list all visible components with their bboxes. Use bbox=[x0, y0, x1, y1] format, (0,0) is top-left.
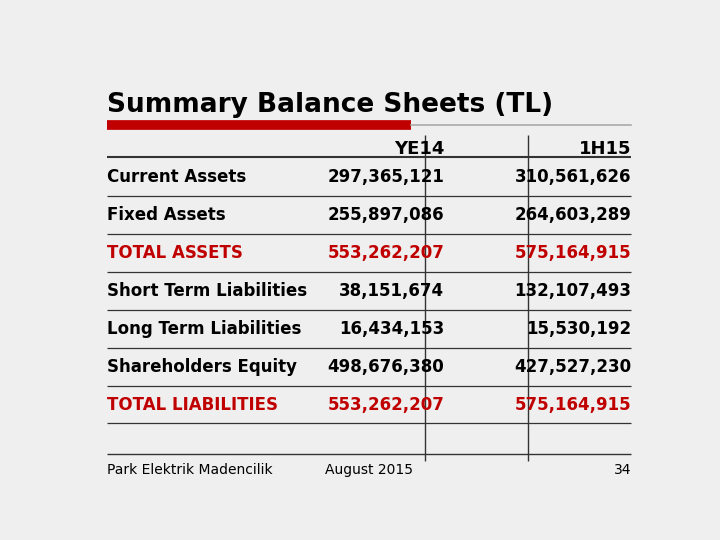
Text: 255,897,086: 255,897,086 bbox=[328, 206, 444, 224]
Text: 575,164,915: 575,164,915 bbox=[515, 395, 631, 414]
Text: Park Elektrik Madencilik: Park Elektrik Madencilik bbox=[107, 463, 272, 477]
Text: 1H15: 1H15 bbox=[579, 140, 631, 158]
Text: Long Term Liabilities: Long Term Liabilities bbox=[107, 320, 301, 338]
Text: 310,561,626: 310,561,626 bbox=[515, 168, 631, 186]
Text: Shareholders Equity: Shareholders Equity bbox=[107, 357, 297, 376]
Text: TOTAL LIABILITIES: TOTAL LIABILITIES bbox=[107, 395, 278, 414]
Text: 297,365,121: 297,365,121 bbox=[328, 168, 444, 186]
Text: 575,164,915: 575,164,915 bbox=[515, 244, 631, 262]
Text: 553,262,207: 553,262,207 bbox=[328, 244, 444, 262]
Text: 34: 34 bbox=[613, 463, 631, 477]
Text: Current Assets: Current Assets bbox=[107, 168, 246, 186]
Text: 38,151,674: 38,151,674 bbox=[339, 282, 444, 300]
Text: 132,107,493: 132,107,493 bbox=[514, 282, 631, 300]
Text: 427,527,230: 427,527,230 bbox=[514, 357, 631, 376]
Text: Fixed Assets: Fixed Assets bbox=[107, 206, 225, 224]
Text: 553,262,207: 553,262,207 bbox=[328, 395, 444, 414]
Text: 16,434,153: 16,434,153 bbox=[339, 320, 444, 338]
Text: 15,530,192: 15,530,192 bbox=[526, 320, 631, 338]
Text: YE14: YE14 bbox=[394, 140, 444, 158]
Text: Summary Balance Sheets (TL): Summary Balance Sheets (TL) bbox=[107, 92, 553, 118]
Text: 264,603,289: 264,603,289 bbox=[514, 206, 631, 224]
Text: 498,676,380: 498,676,380 bbox=[328, 357, 444, 376]
Text: Short Term Liabilities: Short Term Liabilities bbox=[107, 282, 307, 300]
Text: TOTAL ASSETS: TOTAL ASSETS bbox=[107, 244, 243, 262]
Text: August 2015: August 2015 bbox=[325, 463, 413, 477]
